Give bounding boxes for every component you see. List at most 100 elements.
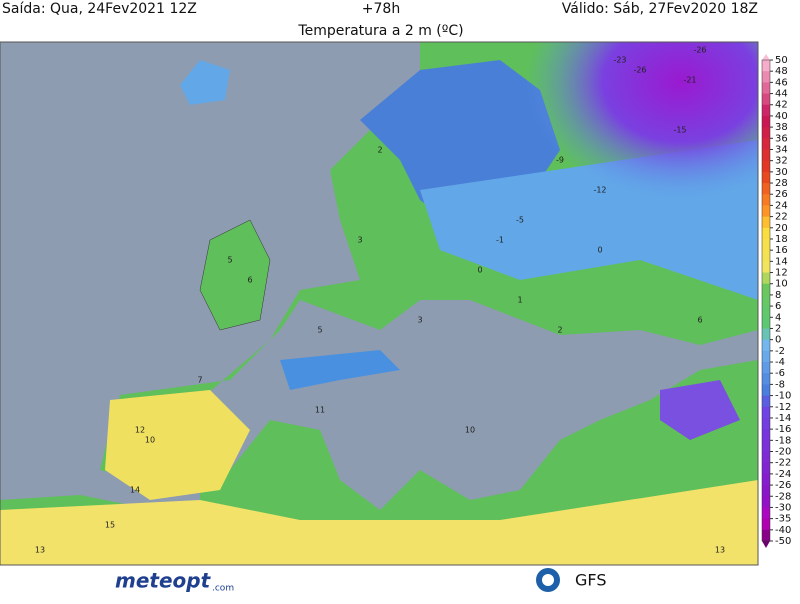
map-label: 0 — [597, 246, 602, 255]
map-label: 6 — [697, 316, 702, 325]
colorbar-label: -50 — [775, 536, 791, 547]
colorbar-label: -35 — [775, 514, 791, 525]
colorbar-cell — [762, 350, 770, 363]
colorbar-label: 32 — [775, 156, 788, 167]
map-label: 10 — [465, 426, 475, 435]
colorbar-label: -14 — [775, 413, 791, 424]
map-label: -1 — [496, 236, 504, 245]
colorbar-label: -18 — [775, 435, 791, 446]
logo-suffix: .com — [212, 584, 234, 594]
map-label: -26 — [633, 66, 646, 75]
colorbar-label: -24 — [775, 469, 791, 480]
colorbar-cell — [762, 216, 770, 229]
colorbar-label: 48 — [775, 66, 788, 77]
colorbar-cell — [762, 429, 770, 441]
colorbar-label: -12 — [775, 402, 791, 413]
map-label: -23 — [613, 56, 626, 65]
map-label: 5 — [317, 326, 322, 335]
colorbar-label: -4 — [775, 357, 785, 368]
colorbar-cell — [762, 485, 770, 497]
colorbar-cell — [762, 194, 770, 206]
colorbar-cell — [762, 104, 770, 117]
colorbar-cell — [762, 82, 770, 95]
map-label: 3 — [357, 236, 362, 245]
colorbar-cell — [762, 261, 770, 274]
footer: meteopt .com GFS — [115, 568, 606, 594]
lead-time: +78h — [362, 1, 400, 17]
colorbar: 5048464442403836343230282624222018161412… — [761, 54, 791, 548]
colorbar-label: 38 — [775, 122, 788, 133]
colorbar-label: 30 — [775, 167, 788, 178]
colorbar-cell — [762, 529, 770, 542]
map-label: 7 — [197, 376, 202, 385]
colorbar-cell — [762, 93, 770, 106]
iceland — [180, 60, 230, 105]
map-label: 10 — [145, 436, 155, 445]
colorbar-cell — [762, 451, 770, 464]
map-label: -12 — [593, 186, 606, 195]
colorbar-label: -6 — [775, 368, 785, 379]
colorbar-label: 34 — [775, 144, 788, 155]
colorbar-label: -22 — [775, 458, 791, 469]
colorbar-cell — [762, 60, 770, 72]
colorbar-label: 22 — [775, 212, 788, 223]
map-label: 14 — [130, 486, 140, 495]
africa-warm — [0, 480, 758, 565]
colorbar-label: 12 — [775, 268, 788, 279]
model-name: GFS — [575, 571, 606, 590]
colorbar-label: 26 — [775, 189, 788, 200]
colorbar-label: -2 — [775, 346, 785, 357]
colorbar-cell — [762, 462, 770, 475]
colorbar-cell — [762, 183, 770, 195]
colorbar-cell — [762, 71, 770, 83]
colorbar-label: 8 — [775, 290, 781, 301]
logo: meteopt — [115, 569, 212, 593]
colorbar-cell — [762, 473, 770, 486]
colorbar-cell — [762, 339, 770, 352]
colorbar-cell — [762, 440, 770, 453]
map-label: 6 — [247, 276, 252, 285]
run-time: Saída: Qua, 24Fev2021 12Z — [2, 1, 197, 17]
colorbar-label: 50 — [775, 55, 788, 66]
colorbar-cell — [762, 149, 770, 162]
colorbar-label: 4 — [775, 312, 781, 323]
colorbar-label: 6 — [775, 301, 781, 312]
colorbar-label: -26 — [775, 480, 791, 491]
colorbar-label: 36 — [775, 133, 788, 144]
colorbar-label: 14 — [775, 256, 788, 267]
colorbar-cell — [762, 306, 770, 318]
colorbar-cell — [762, 205, 770, 218]
colorbar-label: -40 — [775, 525, 791, 536]
colorbar-cell — [762, 283, 770, 296]
colorbar-cell — [762, 115, 770, 128]
map-label: 0 — [477, 266, 482, 275]
map-label: 13 — [35, 546, 45, 555]
colorbar-cell — [762, 171, 770, 184]
colorbar-label: 42 — [775, 100, 788, 111]
map-label: 15 — [105, 521, 115, 530]
colorbar-cell — [762, 373, 770, 385]
map-label: 12 — [135, 426, 145, 435]
colorbar-cell — [762, 518, 770, 531]
colorbar-cell — [762, 496, 770, 508]
colorbar-label: 2 — [775, 323, 781, 334]
colorbar-cell — [762, 384, 770, 397]
colorbar-label: 16 — [775, 245, 788, 256]
colorbar-cell — [762, 395, 770, 408]
map-label: 13 — [715, 546, 725, 555]
iberia-warm — [105, 390, 250, 500]
map-label: 1 — [517, 296, 522, 305]
colorbar-label: 44 — [775, 89, 788, 100]
caucasus-cold — [660, 380, 740, 440]
colorbar-cell — [762, 294, 770, 307]
colorbar-label: 40 — [775, 111, 788, 122]
colorbar-cell — [762, 227, 770, 240]
colorbar-cell — [762, 160, 770, 173]
colorbar-label: -30 — [775, 502, 791, 513]
map-label: -21 — [683, 76, 696, 85]
map-label: -26 — [693, 46, 706, 55]
map-title: Temperatura a 2 m (ºC) — [297, 23, 463, 39]
colorbar-label: 20 — [775, 223, 788, 234]
colorbar-cell — [762, 127, 770, 139]
